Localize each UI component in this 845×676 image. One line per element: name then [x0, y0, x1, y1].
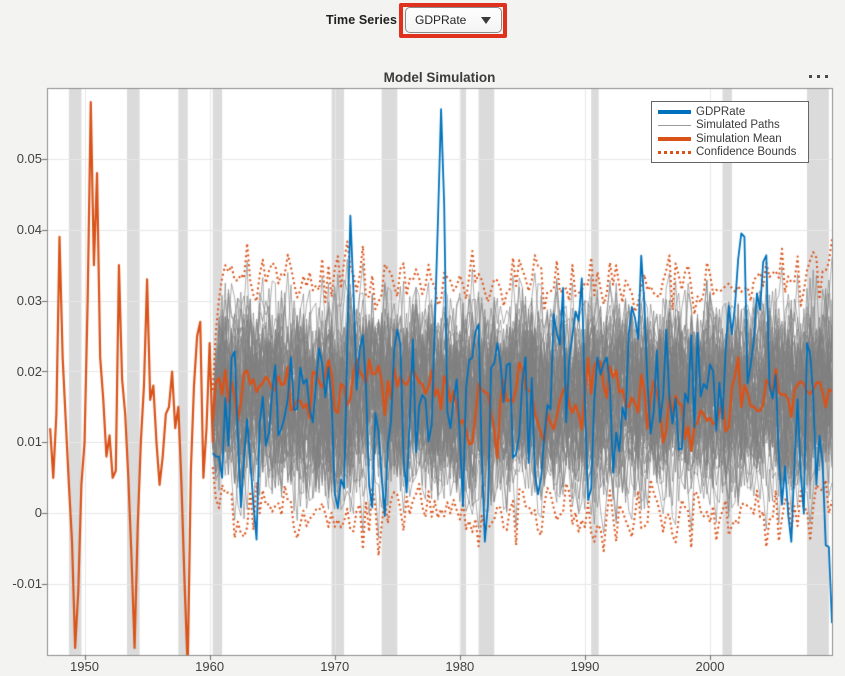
y-tick-label: 0.01 [16, 434, 42, 450]
axes-toolbar-options-button[interactable] [801, 68, 835, 84]
legend-item-label: GDPRate [696, 105, 746, 118]
x-tick-label: 1980 [445, 659, 475, 674]
y-tick-label: 0.04 [16, 221, 42, 237]
legend-line-sample-icon [658, 150, 691, 154]
legend-line-sample-icon [658, 110, 691, 114]
y-tick-label: 0.03 [16, 292, 42, 308]
chart-title: Model Simulation [383, 70, 496, 85]
x-tick-label: 1990 [570, 659, 600, 674]
y-tick-label: -0.01 [12, 576, 42, 592]
x-tick-label: 2000 [695, 659, 725, 674]
y-tick-label: 0 [34, 505, 42, 521]
x-tick-label: 1950 [70, 659, 99, 674]
legend-item: GDPRate [658, 105, 804, 119]
ellipsis-icon [808, 74, 812, 78]
x-tick-label: 1970 [320, 659, 350, 674]
legend-item-label: Simulated Paths [696, 119, 780, 132]
legend-item: Simulation Mean [658, 132, 804, 146]
ellipsis-icon [824, 74, 828, 78]
legend-item-label: Confidence Bounds [696, 146, 797, 159]
legend-item-label: Simulation Mean [696, 132, 782, 145]
legend-item: Simulated Paths [658, 119, 804, 133]
y-tick-label: 0.05 [16, 150, 42, 166]
legend-line-sample-icon [658, 124, 691, 126]
legend: GDPRate Simulated Paths Simulation Mean Con… [651, 101, 809, 163]
x-tick-label: 1960 [195, 659, 225, 674]
ellipsis-icon [816, 74, 820, 78]
legend-line-sample-icon [658, 137, 691, 141]
legend-item: Confidence Bounds [658, 146, 804, 160]
y-tick-label: 0.02 [16, 363, 42, 379]
